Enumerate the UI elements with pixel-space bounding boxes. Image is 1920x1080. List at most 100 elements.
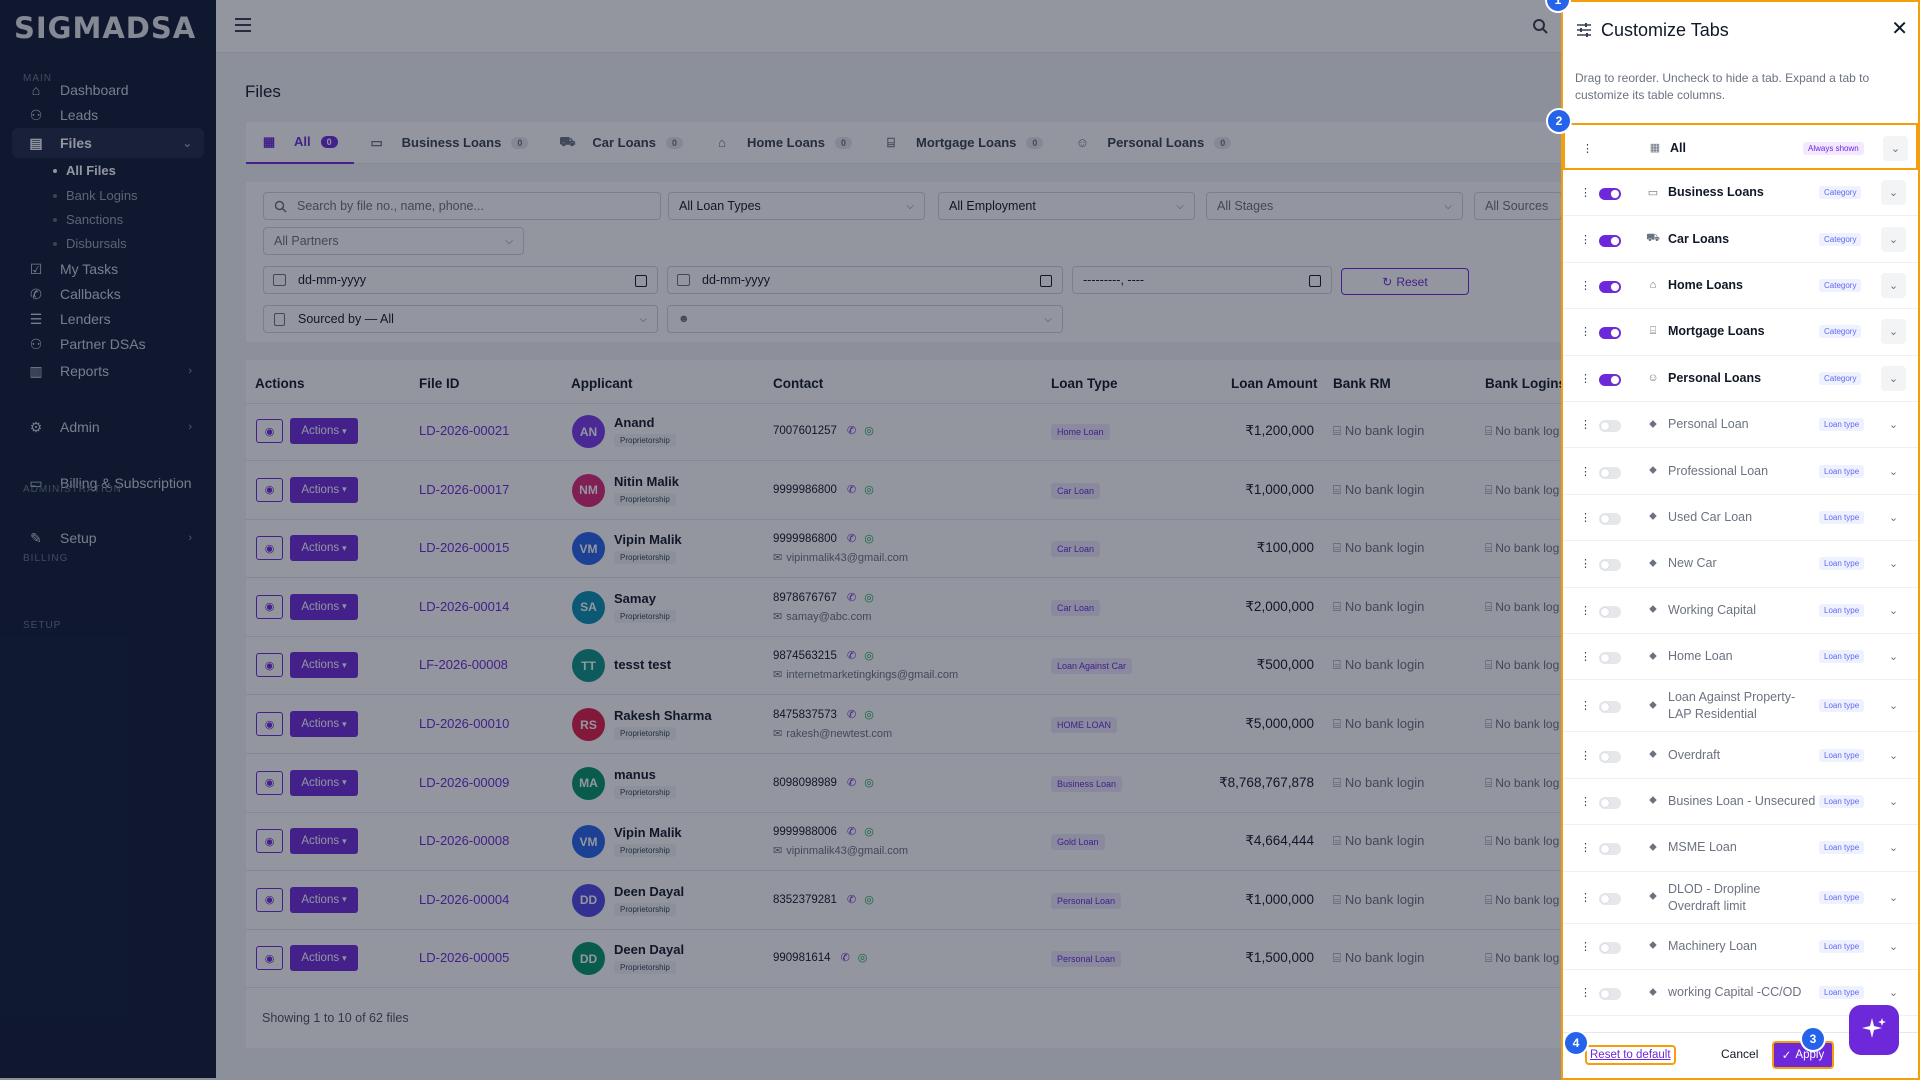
phone-icon[interactable]: ✆ <box>846 483 857 496</box>
whatsapp-icon[interactable]: ◎ <box>864 425 874 437</box>
whatsapp-icon[interactable]: ◎ <box>864 483 874 496</box>
phone-icon[interactable]: ✆ <box>846 425 857 437</box>
view-eye-icon[interactable]: ◉ <box>256 946 283 971</box>
drag-handle-icon[interactable]: ⋮ <box>1580 279 1591 292</box>
tab-config-row[interactable]: ⋮ ⬥ Loan Against Property-LAP Residential L… <box>1563 680 1918 733</box>
view-eye-icon[interactable]: ◉ <box>256 829 283 854</box>
applicant-name[interactable]: manus <box>614 766 656 782</box>
drag-handle-icon[interactable]: ⋮ <box>1580 651 1591 664</box>
applicant-name[interactable]: Deen Dayal <box>614 883 685 899</box>
file-id-link[interactable]: LD-2026-00009 <box>419 774 510 790</box>
applicant-name[interactable]: Vipin Malik <box>614 532 682 548</box>
whatsapp-icon[interactable]: ◎ <box>857 952 868 965</box>
partners-select[interactable]: All Partners ⌵ <box>263 227 524 255</box>
phone-icon[interactable]: ✆ <box>840 952 850 965</box>
tab-config-row[interactable]: ⋮ ⬥ DLOD - Dropline Overdraft limit Loan ty… <box>1563 872 1918 924</box>
tab-mortgage-loans[interactable]: ⌸ Mortgage Loans 0 <box>868 122 1059 164</box>
tab-config-row[interactable]: ⋮ ⛟ Car Loans Category ⌄ <box>1563 216 1918 263</box>
view-eye-icon[interactable]: ◉ <box>256 653 283 678</box>
applicant-name[interactable]: tesst test <box>614 657 672 673</box>
tab-config-row[interactable]: ⋮ ⬥ Used Car Loan Loan type ⌄ <box>1563 495 1918 542</box>
view-eye-icon[interactable]: ◉ <box>256 770 283 795</box>
row-actions-button[interactable]: Actions ▾ <box>290 476 358 503</box>
chevron-down-icon[interactable]: ⌄ <box>1881 180 1906 206</box>
column-header-applicant[interactable]: Applicant <box>571 376 633 391</box>
sidebar-item-leads[interactable]: ⚇ Leads <box>12 100 204 130</box>
close-icon[interactable]: ✕ <box>1891 18 1908 40</box>
date-from-input[interactable]: dd-mm-yyyy <box>263 266 658 294</box>
chevron-down-icon[interactable]: ⌄ <box>1881 319 1906 345</box>
tab-config-row[interactable]: ⋮ ▦ All Always shown ⌄ <box>1563 123 1918 170</box>
chevron-down-icon[interactable]: ⌄ <box>1888 795 1899 808</box>
applicant-name[interactable]: Deen Dayal <box>614 942 685 958</box>
drag-handle-icon[interactable]: ⋮ <box>1580 465 1591 478</box>
applicant-name[interactable]: Anand <box>614 415 655 430</box>
drag-handle-icon[interactable]: ⋮ <box>1580 511 1591 524</box>
tab-config-row[interactable]: ⋮ ⬥ Working Capital Loan type ⌄ <box>1563 588 1918 634</box>
whatsapp-icon[interactable]: ◎ <box>864 650 874 663</box>
view-eye-icon[interactable]: ◉ <box>256 887 283 912</box>
tab-config-row[interactable]: ⋮ ⌂ Home Loans Category ⌄ <box>1563 263 1918 310</box>
visibility-toggle[interactable] <box>1599 420 1621 433</box>
drag-handle-icon[interactable]: ⋮ <box>1580 700 1591 713</box>
sidebar-item-admin[interactable]: ⚙ Admin › <box>12 412 204 442</box>
view-eye-icon[interactable]: ◉ <box>256 712 283 736</box>
row-actions-button[interactable]: Actions ▾ <box>290 593 358 620</box>
tab-car-loans[interactable]: ⛟ Car Loans 0 <box>544 122 699 164</box>
sidebar-item-files[interactable]: ▤ Files ⌄ <box>12 128 204 158</box>
sidebar-subitem-sanctions[interactable]: Sanctions <box>53 212 123 227</box>
tab-config-row[interactable]: ⋮ ⬥ Machinery Loan Loan type ⌄ <box>1563 924 1918 970</box>
row-actions-button[interactable]: Actions ▾ <box>290 418 358 444</box>
visibility-toggle[interactable] <box>1599 512 1621 525</box>
tab-config-row[interactable]: ⋮ ⬥ Home Loan Loan type ⌄ <box>1563 634 1918 681</box>
tab-config-row[interactable]: ⋮ ▭ Business Loans Category ⌄ <box>1563 170 1918 217</box>
phone-icon[interactable]: ✆ <box>846 591 857 604</box>
row-actions-button[interactable]: Actions ▾ <box>290 535 358 562</box>
file-id-link[interactable]: LD-2026-00010 <box>419 716 510 731</box>
chevron-down-icon[interactable]: ⌄ <box>1888 987 1899 1000</box>
tab-config-row[interactable]: ⋮ ⬥ Professional Loan Loan type ⌄ <box>1563 448 1918 495</box>
file-id-link[interactable]: LD-2026-00005 <box>419 950 510 966</box>
row-actions-button[interactable]: Actions ▾ <box>290 828 358 855</box>
drag-handle-icon[interactable]: ⋮ <box>1580 419 1591 432</box>
cancel-button[interactable]: Cancel <box>1721 1047 1759 1061</box>
tab-config-row[interactable]: ⋮ ⬥ New Car Loan type ⌄ <box>1563 541 1918 588</box>
sidebar-subitem-disbursals[interactable]: Disbursals <box>53 236 127 251</box>
tab-config-row[interactable]: ⋮ ⬥ Busines Loan - Unsecured Loan type ⌄ <box>1563 779 1918 826</box>
phone-icon[interactable]: ✆ <box>846 533 857 546</box>
whatsapp-icon[interactable]: ◎ <box>864 709 874 721</box>
visibility-toggle[interactable] <box>1599 234 1621 247</box>
tab-config-row[interactable]: ⋮ ⬥ working Capital -CC/OD Loan type ⌄ <box>1563 970 1918 1017</box>
drag-handle-icon[interactable]: ⋮ <box>1580 372 1591 385</box>
chevron-down-icon[interactable]: ⌄ <box>1888 749 1899 762</box>
phone-icon[interactable]: ✆ <box>846 776 857 789</box>
sidebar-item-callbacks[interactable]: ✆ Callbacks <box>12 279 204 309</box>
chevron-down-icon[interactable]: ⌄ <box>1888 940 1899 953</box>
drag-handle-icon[interactable]: ⋮ <box>1580 795 1591 808</box>
sidebar-item-my-tasks[interactable]: ☑ My Tasks <box>12 254 204 284</box>
whatsapp-icon[interactable]: ◎ <box>864 826 874 839</box>
drag-handle-icon[interactable]: ⋮ <box>1582 142 1593 155</box>
applicant-name[interactable]: Vipin Malik <box>614 825 682 841</box>
chevron-down-icon[interactable]: ⌄ <box>1888 558 1899 571</box>
tab-business-loans[interactable]: ▭ Business Loans 0 <box>354 122 545 164</box>
visibility-toggle[interactable] <box>1599 988 1621 1001</box>
sidebar-item-partner-dsas[interactable]: ⚇ Partner DSAs <box>12 329 204 359</box>
whatsapp-icon[interactable]: ◎ <box>864 591 874 604</box>
chevron-down-icon[interactable]: ⌄ <box>1888 511 1899 524</box>
assignee-select[interactable]: ☻ ⌵ <box>667 305 1063 333</box>
file-id-link[interactable]: LD-2026-00014 <box>419 598 510 614</box>
phone-icon[interactable]: ✆ <box>846 709 857 721</box>
chevron-down-icon[interactable]: ⌄ <box>1881 365 1906 391</box>
chevron-down-icon[interactable]: ⌄ <box>1888 604 1899 617</box>
drag-handle-icon[interactable]: ⋮ <box>1580 987 1591 1000</box>
column-header-actions[interactable]: Actions <box>255 376 305 391</box>
tab-config-row[interactable]: ⋮ ☺ Personal Loans Category ⌄ <box>1563 356 1918 402</box>
reset-filters-button[interactable]: ↻ Reset <box>1341 268 1469 295</box>
modal-backdrop[interactable] <box>0 0 1562 1080</box>
column-header-loan-amount[interactable]: Loan Amount <box>1231 376 1318 391</box>
file-id-link[interactable]: LD-2026-00004 <box>419 891 510 907</box>
chevron-down-icon[interactable]: ⌄ <box>1888 651 1899 664</box>
file-id-link[interactable]: LD-2026-00017 <box>419 481 510 497</box>
row-actions-button[interactable]: Actions ▾ <box>290 652 358 679</box>
